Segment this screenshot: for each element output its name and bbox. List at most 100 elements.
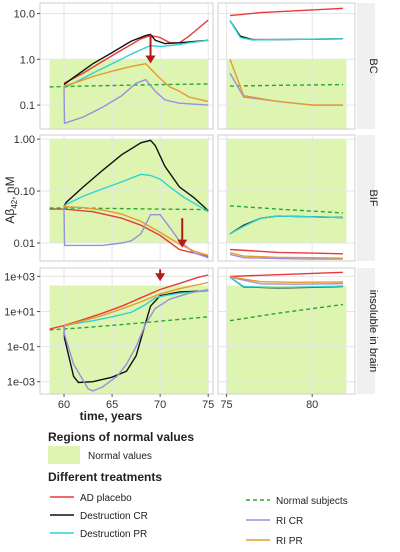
series-line-ad-placebo [229, 271, 344, 278]
x-tick-label: 75 [202, 399, 214, 411]
series-line-normal-subjects [49, 316, 209, 331]
annotation-arrow-head [145, 55, 156, 64]
panel-border [217, 267, 356, 395]
series-line-normal-subjects [229, 83, 344, 87]
series-line-destruction-pr [63, 39, 209, 89]
legend-label: Destruction PR [80, 529, 147, 540]
series-line-ad-placebo [229, 248, 344, 255]
y-tick-label: 1e+03 [4, 271, 35, 283]
series-group [229, 205, 344, 260]
panel-border [39, 2, 214, 130]
y-tick-label: 1e-01 [7, 342, 35, 354]
legend-item-normal-subjects: Normal subjects [246, 496, 348, 507]
x-tick-label: 80 [306, 399, 318, 411]
y-axis-label: Aβ42, nM [3, 176, 19, 223]
y-tick-label: 0.1 [20, 100, 35, 112]
facet-strip-label: insoluble in brain [367, 290, 379, 373]
series-line-ri-pr [63, 62, 209, 103]
legend-items: AD placebo Destruction CR Destruction PR No… [50, 493, 348, 547]
annotation-arrow-head [177, 239, 188, 248]
legend-normal-label: Normal values [88, 451, 152, 462]
y-tick-label: 0.10 [14, 186, 35, 198]
y-tick-label: 1e+01 [4, 306, 35, 318]
facet-strip-label: BIF [367, 189, 379, 206]
facet-strip-label: BC [367, 58, 379, 73]
y-tick-label: 10.0 [14, 9, 35, 21]
facet-strip-bif [357, 135, 375, 261]
panel-border [39, 134, 214, 262]
facet-strip-bc [357, 3, 375, 129]
legend-item-destruction-pr: Destruction PR [50, 529, 147, 540]
normal-region [49, 59, 209, 130]
series-line-ri-cr [63, 78, 209, 125]
facet-strips: BC BIF insoluble in brain [357, 3, 379, 394]
normal-region [226, 59, 347, 130]
series-line-destruction-pr [63, 173, 209, 213]
legend-label: RI CR [276, 516, 303, 527]
series-line-normal-subjects [229, 303, 344, 322]
legend-item-ad-placebo: AD placebo [50, 493, 132, 504]
series-line-ri-pr [229, 59, 343, 106]
legend-regions-title: Regions of normal values [48, 430, 194, 444]
series-line-normal-subjects [229, 205, 344, 214]
x-tick-label: 75 [220, 399, 232, 411]
x-tick-label: 60 [58, 399, 70, 411]
series-group [49, 19, 209, 125]
normal-region [49, 285, 209, 394]
legend-item-ri-pr: RI PR [246, 536, 303, 547]
series-line-normal-subjects [49, 207, 209, 211]
series-line-ri-cr [229, 253, 343, 260]
y-tick-label: 1.00 [14, 134, 35, 146]
annotation-arrow-head [155, 273, 166, 282]
series-line-destruction-pr [63, 290, 209, 327]
series-line-ri-pr [229, 276, 344, 284]
panel-border [217, 2, 356, 130]
series-group [229, 271, 344, 322]
legend-label: Normal subjects [276, 496, 348, 507]
series-line-normal-subjects [49, 83, 209, 88]
series-group [229, 7, 344, 106]
panel-bif-right [217, 134, 356, 262]
y-tick-label: 1e-03 [7, 377, 35, 389]
legend-item-destruction-cr: Destruction CR [50, 511, 148, 522]
series-line-destruction-pr [229, 20, 344, 41]
series-line-ri-pr [63, 206, 209, 256]
x-axis-label: time, years [80, 409, 143, 423]
panel-grid: 0.1 1.0 10.0 0.01 0.10 1.00 1e-03 1e-01 1e+01 1e+… [4, 2, 356, 411]
x-tick-label: 65 [106, 399, 118, 411]
series-group [49, 274, 209, 392]
normal-region [226, 285, 347, 394]
panel-bc-left [39, 2, 214, 130]
panel-border [39, 267, 214, 395]
series-line-destruction-cr [63, 139, 209, 212]
legend-label: RI PR [276, 536, 303, 547]
series-line-destruction-pr [229, 276, 344, 289]
panel-bc-right [217, 2, 356, 130]
series-line-ri-cr [63, 288, 209, 392]
series-line-destruction-pr [229, 215, 344, 235]
legend-label: Destruction CR [80, 511, 148, 522]
legend-item-ri-cr: RI CR [246, 516, 303, 527]
y-tick-label: 0.01 [14, 238, 35, 250]
panel-insoluble-in-brain-left [39, 267, 214, 395]
legend: Regions of normal values Normal values D… [48, 430, 348, 547]
panel-bif-left [39, 134, 214, 262]
series-line-ad-placebo [63, 19, 209, 84]
legend-normal-swatch [48, 446, 80, 464]
y-tick-label: 1.0 [20, 54, 35, 66]
series-line-ri-cr [229, 276, 344, 285]
series-line-ri-pr [63, 281, 209, 327]
series-line-ad-placebo [49, 208, 209, 258]
panel-insoluble-in-brain-right [217, 267, 356, 395]
series-line-ri-pr [229, 252, 344, 259]
legend-label: AD placebo [80, 493, 132, 504]
facet-strip-insoluble-in-brain [357, 268, 375, 394]
series-line-ad-placebo [49, 274, 209, 330]
legend-treatments-title: Different treatments [48, 470, 162, 484]
x-tick-label: 70 [154, 399, 166, 411]
series-line-destruction-cr [63, 290, 209, 384]
series-line-ad-placebo [229, 7, 344, 17]
panel-border [217, 134, 356, 262]
series-line-destruction-cr [63, 33, 209, 86]
